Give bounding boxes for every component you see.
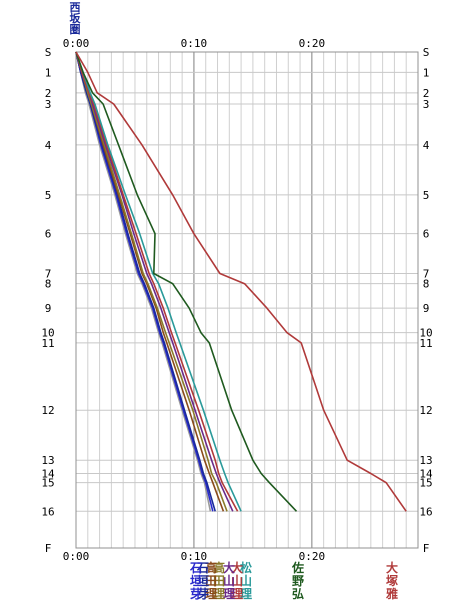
- station-label-left: F: [45, 542, 52, 555]
- series-line: [75, 51, 298, 512]
- station-label-left: 11: [41, 337, 54, 350]
- station-label-right: 3: [423, 98, 430, 111]
- series-line: [75, 51, 239, 512]
- station-label-right: 6: [423, 228, 430, 241]
- station-label-right: 15: [419, 477, 432, 490]
- station-label-right: 10: [419, 327, 432, 340]
- station-label-right: F: [423, 542, 430, 555]
- series-lines: [75, 51, 407, 512]
- x-tick-label-bottom: 0:10: [181, 550, 208, 563]
- station-label-left: 13: [41, 454, 54, 467]
- station-label-right: 14: [419, 467, 433, 480]
- station-label-left: 4: [45, 139, 52, 152]
- station-label-left: 12: [41, 404, 54, 417]
- x-axis-ticks: 0:00 0:00 0:10 0:10 0:20 0:20: [63, 37, 325, 563]
- station-label-left: 14: [41, 467, 55, 480]
- series-line: [75, 51, 216, 512]
- x-tick-label-top: 0:10: [181, 37, 208, 50]
- station-label-left: 8: [45, 278, 52, 291]
- station-label-right: 8: [423, 278, 430, 291]
- station-label-left: 10: [41, 327, 54, 340]
- series-line: [75, 51, 242, 512]
- x-tick-label-bottom: 0:20: [299, 550, 326, 563]
- station-label-right: 9: [423, 302, 430, 315]
- station-label-right: 13: [419, 454, 432, 467]
- station-label-left: 2: [45, 87, 52, 100]
- runner-name-label: 石垣芽: [196, 561, 209, 600]
- plot-frame: [75, 51, 419, 549]
- station-label-left: 15: [41, 477, 54, 490]
- series-line: [75, 51, 212, 512]
- series-line: [75, 51, 407, 512]
- station-label-left: S: [45, 46, 52, 59]
- station-label-right: 1: [423, 66, 430, 79]
- station-label-left: 3: [45, 98, 52, 111]
- station-label-right: 12: [419, 404, 432, 417]
- station-label-right: 4: [423, 139, 430, 152]
- x-tick-label-bottom: 0:00: [63, 550, 90, 563]
- station-label-left: 9: [45, 302, 52, 315]
- chart-header-label: 西坂圏: [69, 1, 81, 36]
- station-label-left: 16: [41, 505, 54, 518]
- station-label-right: 5: [423, 189, 430, 202]
- runner-name-label: 大塚雅: [385, 560, 398, 600]
- x-tick-label-top: 0:00: [63, 37, 90, 50]
- station-label-left: 1: [45, 66, 52, 79]
- station-label-left: 5: [45, 189, 52, 202]
- station-label-left: 6: [45, 228, 52, 241]
- station-label-right: 16: [419, 505, 432, 518]
- station-label-right: S: [423, 46, 430, 59]
- station-label-right: 2: [423, 87, 430, 100]
- runner-name-label: 石垣芽: [189, 561, 202, 600]
- station-label-right: 7: [423, 267, 430, 280]
- station-label-right: 11: [419, 337, 432, 350]
- runner-name-label: 佐野弘: [291, 560, 304, 600]
- grid: [75, 51, 419, 549]
- runner-name-label: 大山理: [231, 560, 243, 600]
- runner-name-label: 松山理: [240, 560, 252, 600]
- runner-name-label: 高田理: [213, 560, 225, 600]
- runner-name-label: 大山理: [223, 560, 235, 600]
- station-label-left: 7: [45, 267, 52, 280]
- x-tick-label-top: 0:20: [299, 37, 326, 50]
- series-line: [75, 51, 228, 512]
- runner-name-label: 高田理: [205, 560, 217, 600]
